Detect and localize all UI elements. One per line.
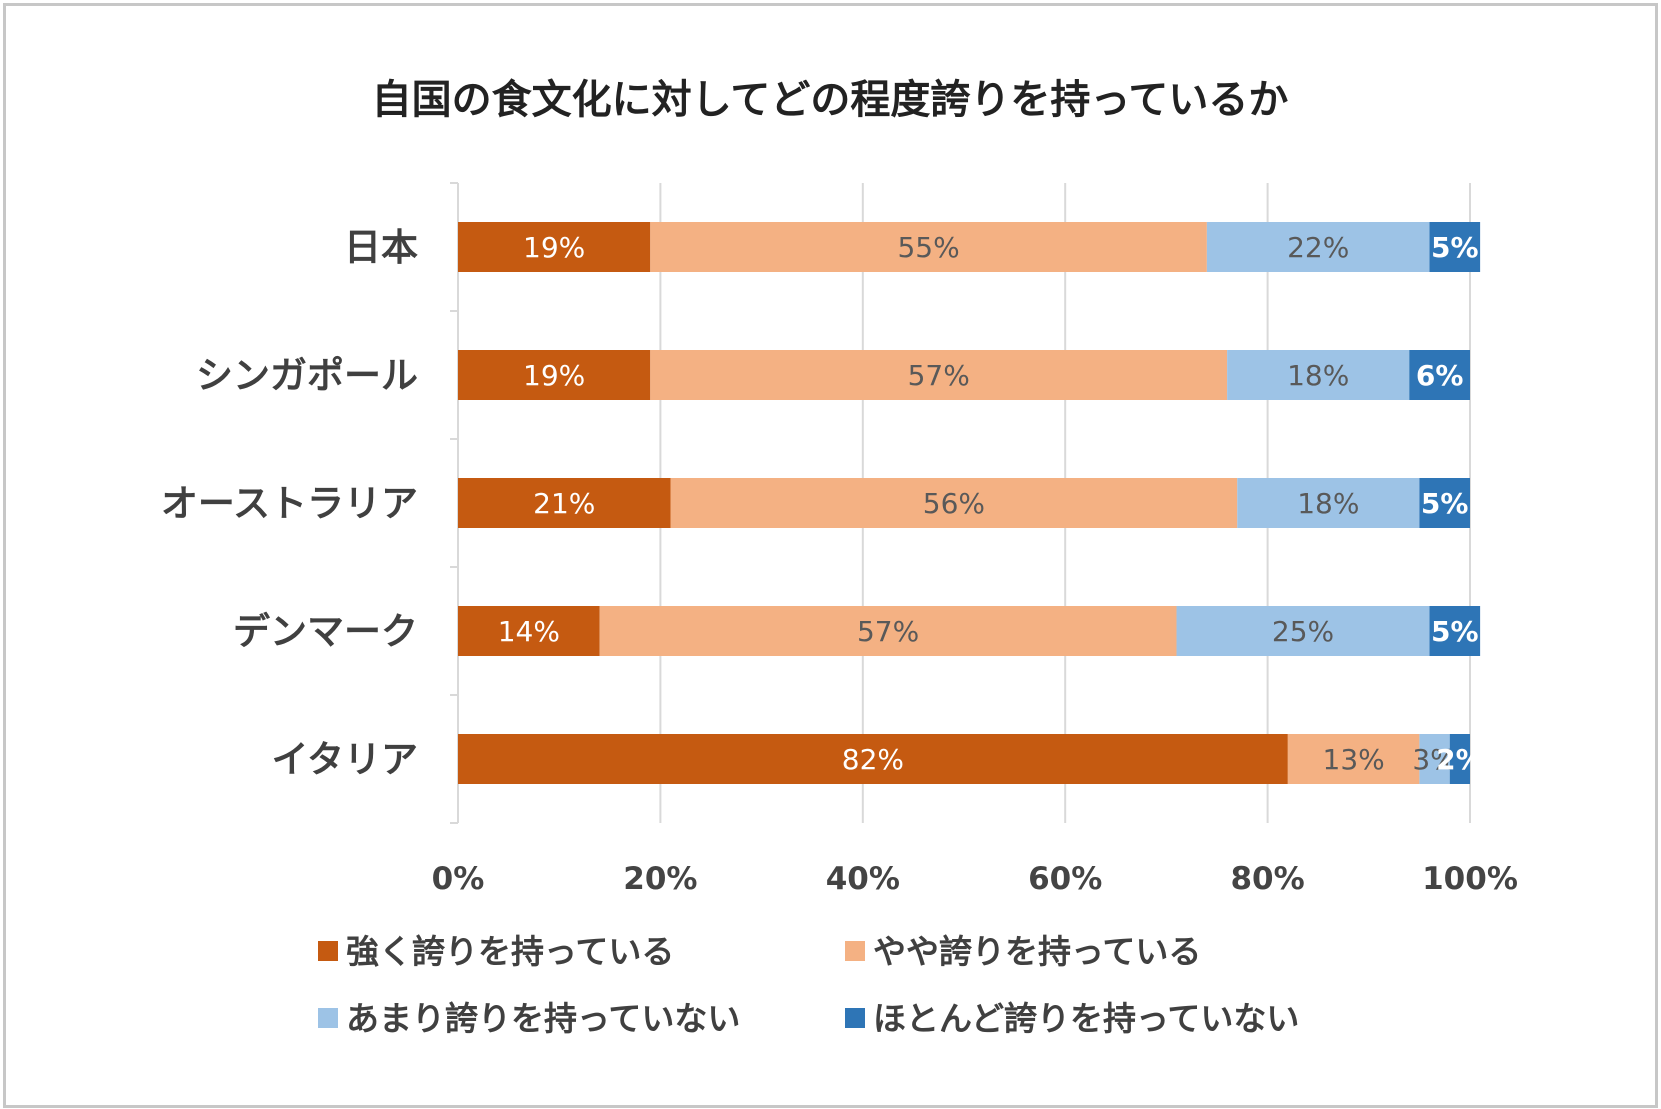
bar-segment xyxy=(458,606,600,656)
data-label: 57% xyxy=(908,359,970,392)
category-label: イタリア xyxy=(271,738,418,781)
data-label: 57% xyxy=(857,615,919,648)
bar-segment xyxy=(1227,350,1410,400)
data-label: 19% xyxy=(523,359,585,392)
bar-segment xyxy=(650,222,1207,272)
legend-label: ほとんど誇りを持っていない xyxy=(873,999,1299,1038)
legend-label: 強く誇りを持っている xyxy=(346,932,674,971)
data-label: 18% xyxy=(1297,487,1359,520)
legend-label: あまり誇りを持っていない xyxy=(346,999,740,1038)
data-label: 3% xyxy=(1412,743,1456,776)
x-axis-ticks: 0% 20% 40% 60% 80% 100% xyxy=(432,861,1518,897)
bar-segment xyxy=(1429,222,1481,272)
bars: 19% 55% 22% 5% 19% 57% 18% 6% 21% 56% 18% 5% 14% 57% 2… xyxy=(458,222,1484,784)
category-label: シンガポール xyxy=(196,354,418,397)
legend-label: やや誇りを持っている xyxy=(873,932,1201,971)
bar-segment xyxy=(1419,734,1450,784)
bar-segment xyxy=(599,606,1177,656)
bar-segment xyxy=(1176,606,1430,656)
data-label: 19% xyxy=(523,231,585,264)
x-tick-label: 0% xyxy=(432,861,485,897)
data-label: 55% xyxy=(897,231,959,264)
legend-swatch xyxy=(845,1008,865,1028)
legend-swatch xyxy=(318,941,338,961)
category-label: デンマーク xyxy=(233,610,418,653)
data-label: 82% xyxy=(842,743,904,776)
x-tick-label: 20% xyxy=(623,861,697,897)
x-tick-label: 80% xyxy=(1230,861,1304,897)
data-label: 18% xyxy=(1287,359,1349,392)
data-label: 5% xyxy=(1431,615,1479,648)
data-label: 56% xyxy=(923,487,985,520)
bar-segment xyxy=(458,222,651,272)
data-label: 6% xyxy=(1416,359,1464,392)
data-label: 13% xyxy=(1323,743,1385,776)
bar-segment xyxy=(670,478,1238,528)
bar-segment xyxy=(458,350,651,400)
x-tick-label: 60% xyxy=(1028,861,1102,897)
bar-segment xyxy=(458,478,671,528)
data-label: 5% xyxy=(1421,487,1469,520)
bar-segment xyxy=(1429,606,1481,656)
category-label: オーストラリア xyxy=(161,482,418,525)
data-label: 14% xyxy=(498,615,560,648)
bar-segment xyxy=(1287,734,1420,784)
x-tick-label: 40% xyxy=(826,861,900,897)
data-label: 21% xyxy=(533,487,595,520)
data-label: 2% xyxy=(1436,743,1484,776)
x-tick-label: 100% xyxy=(1422,861,1518,897)
bar-segment xyxy=(1206,222,1430,272)
bar-segment xyxy=(458,734,1288,784)
data-label: 22% xyxy=(1287,231,1349,264)
legend-swatch xyxy=(318,1008,338,1028)
legend-swatch xyxy=(845,941,865,961)
data-label: 5% xyxy=(1431,231,1479,264)
bar-segment xyxy=(1419,478,1470,528)
bar-segment xyxy=(1409,350,1470,400)
chart-title: 自国の食文化に対してどの程度誇りを持っているか xyxy=(372,77,1289,123)
bar-segment xyxy=(1237,478,1420,528)
bar-segment xyxy=(650,350,1228,400)
data-label: 25% xyxy=(1272,615,1334,648)
bar-segment xyxy=(1449,734,1470,784)
category-label: 日本 xyxy=(344,226,418,269)
chart-frame xyxy=(3,3,1658,1108)
